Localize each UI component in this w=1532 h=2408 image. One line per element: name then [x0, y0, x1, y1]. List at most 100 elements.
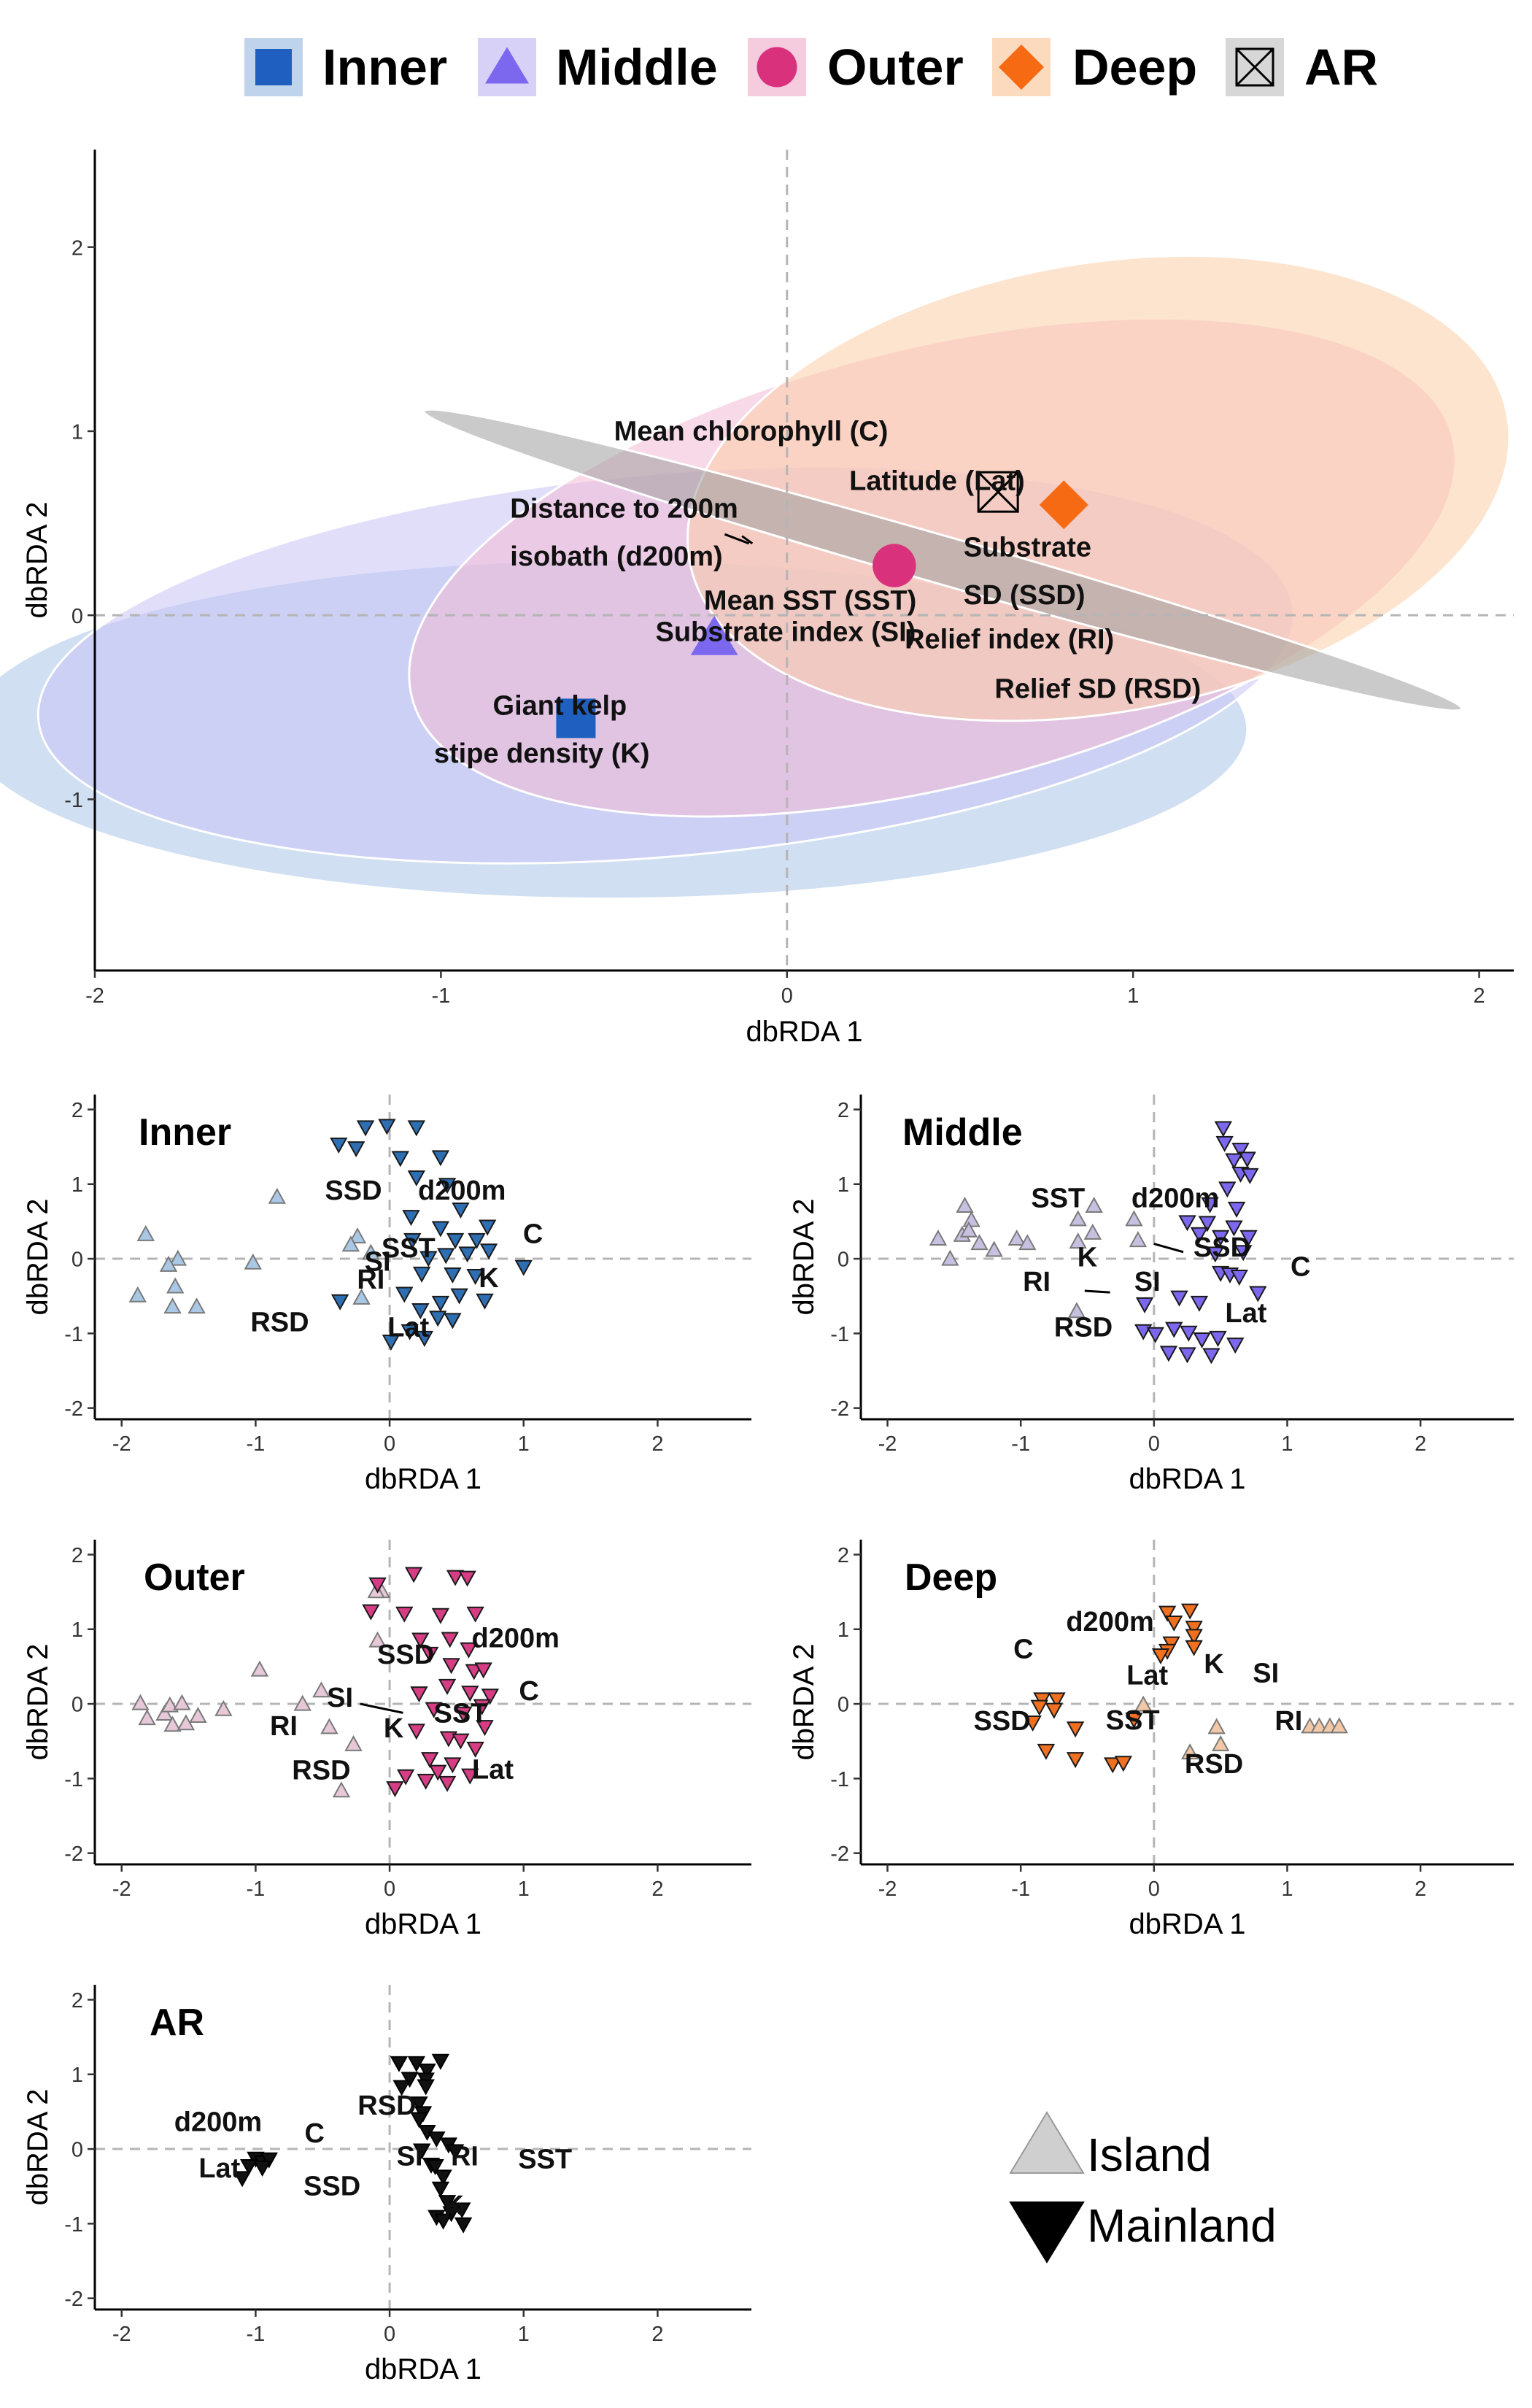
middle-x-tick-label: -2	[878, 1432, 897, 1456]
inner-island-point	[169, 1249, 187, 1266]
outer-island-point	[173, 1694, 191, 1710]
middle-mainland-point	[1227, 1201, 1246, 1218]
ar-mainland-point	[417, 2079, 435, 2096]
inner-y-tick-label: -2	[64, 1397, 83, 1421]
outer-leader-line-si	[360, 1702, 403, 1714]
inner-island-point	[187, 1297, 206, 1314]
ar-x-tick-label: -1	[247, 2323, 266, 2346]
main-variable-label: Substrate	[964, 532, 1091, 563]
middle-island-point	[1018, 1234, 1037, 1251]
centroid-middle	[690, 615, 738, 655]
centroid-inner	[556, 698, 596, 738]
outer-mainland-point	[442, 1658, 460, 1675]
middle-variable-label: SST	[1031, 1183, 1085, 1213]
middle-mainland-point	[1201, 1197, 1219, 1213]
middle-variable-label: K	[1078, 1242, 1098, 1273]
deep-island-point	[1310, 1717, 1328, 1734]
ar-x-tick-label: -2	[112, 2323, 131, 2346]
middle-island-point	[970, 1234, 989, 1251]
deep-mainland-point	[1125, 1712, 1143, 1729]
ar-y-tick-label: 2	[71, 1989, 83, 2013]
deep-mainland-point	[1151, 1648, 1170, 1664]
inner-mainland-point	[407, 1170, 426, 1186]
middle-panel-title: Middle	[902, 1111, 1023, 1154]
mainland-legend-symbol	[1009, 2201, 1085, 2264]
main-variable-label: Mean chlorophyll (C)	[614, 417, 889, 447]
outer-island-point	[344, 1734, 363, 1751]
inner-mainland-point	[403, 1232, 422, 1249]
inner-mainland-point	[356, 1120, 375, 1137]
outer-mainland-point	[481, 1689, 500, 1705]
inner-y-tick-label: 0	[71, 1248, 83, 1271]
centroid-ar	[977, 471, 1019, 513]
legend-symbol-ar	[1235, 47, 1274, 87]
deep-x-tick-label: -2	[878, 1878, 897, 1901]
inner-mainland-point	[378, 1119, 396, 1135]
outer-variable-label: RI	[270, 1711, 298, 1742]
inner-mainland-point	[330, 1294, 349, 1311]
outer-mainland-point	[460, 1642, 478, 1659]
inner-island-point	[166, 1277, 185, 1294]
outer-x-tick-label: -2	[112, 1878, 131, 1901]
ar-y-tick-label: -2	[64, 2288, 83, 2311]
inner-mainland-point	[437, 1248, 455, 1265]
middle-mainland-point	[1225, 1153, 1243, 1170]
legend-item-deep: Deep	[992, 38, 1197, 96]
main-y-tick-label: -1	[64, 789, 83, 812]
deep-island-point	[1330, 1717, 1348, 1734]
main-variable-label: stipe density (K)	[434, 738, 650, 769]
deep-variable-label: K	[1204, 1649, 1224, 1680]
middle-mainland-point	[1230, 1270, 1248, 1286]
middle-mainland-point	[1180, 1325, 1198, 1342]
ar-variable-label: RSD	[357, 2091, 416, 2121]
main-x-tick-label: 0	[781, 984, 793, 1008]
deep-island-point	[1211, 1734, 1230, 1751]
deep-variable-label: Lat	[1126, 1660, 1168, 1691]
centroid-ar-box	[977, 471, 1019, 513]
outer-island-point	[214, 1699, 233, 1716]
deep-variable-label: SI	[1253, 1658, 1279, 1689]
inner-mainland-point	[466, 1269, 484, 1285]
inner-mainland-point	[412, 1266, 431, 1283]
centroid-ar-diag-2	[978, 471, 1019, 513]
deep-mainland-point	[1180, 1603, 1199, 1620]
middle-island-point	[1125, 1210, 1143, 1227]
main-x-tick-label: 2	[1473, 984, 1485, 1008]
ar-mainland-point	[233, 2171, 252, 2188]
middle-mainland-point	[1206, 1246, 1225, 1263]
legend-symbol-ar-box	[1235, 47, 1274, 87]
middle-island-point	[956, 1197, 974, 1213]
main-y-tick-label: 1	[71, 421, 83, 444]
main-ordination-plot: -2 -1 0 1 2 -1 0 1 2 dbRDA 1 dbRDA 2 Mean chlorophy…	[0, 150, 1514, 1048]
main-variable-label: Relief SD (RSD)	[994, 674, 1201, 705]
ar-y-tick-label: -1	[64, 2213, 83, 2237]
outer-mainland-point	[441, 1632, 459, 1648]
legend-symbol-deep	[999, 45, 1044, 90]
ellipse-layer	[0, 254, 1511, 900]
deep-mainland-point	[1030, 1699, 1048, 1716]
deep-variable-label: RI	[1274, 1706, 1302, 1737]
deep-mainland-point	[1066, 1752, 1085, 1769]
ar-variable-label: Lat	[198, 2153, 240, 2184]
outer-mainland-point	[420, 1752, 439, 1769]
middle-x-tick-label: -1	[1011, 1432, 1030, 1456]
outer-mainland-point	[452, 1733, 470, 1750]
outer-mainland-point	[474, 1662, 492, 1679]
ar-mainland-point	[412, 2143, 431, 2160]
inner-mainland-point	[431, 1295, 450, 1312]
inner-x-tick-label: -1	[247, 1432, 266, 1456]
inner-x-tick-label: 0	[384, 1432, 395, 1456]
outer-mainland-point	[476, 1720, 494, 1737]
outer-island-point	[189, 1707, 207, 1724]
outer-island-point	[368, 1631, 387, 1648]
deep-island-point	[1207, 1718, 1226, 1734]
inner-y-axis-title: dbRDA 2	[22, 1198, 54, 1315]
inner-mainland-point	[468, 1232, 486, 1249]
outer-x-axis-title: dbRDA 1	[365, 1908, 481, 1940]
main-x-tick-label: -1	[431, 984, 450, 1008]
middle-mainland-point	[1190, 1227, 1209, 1243]
ar-mainland-point	[454, 2217, 473, 2234]
inner-x-axis-title: dbRDA 1	[365, 1463, 481, 1495]
inner-island-point	[362, 1243, 380, 1260]
outer-mainland-point	[362, 1604, 380, 1621]
